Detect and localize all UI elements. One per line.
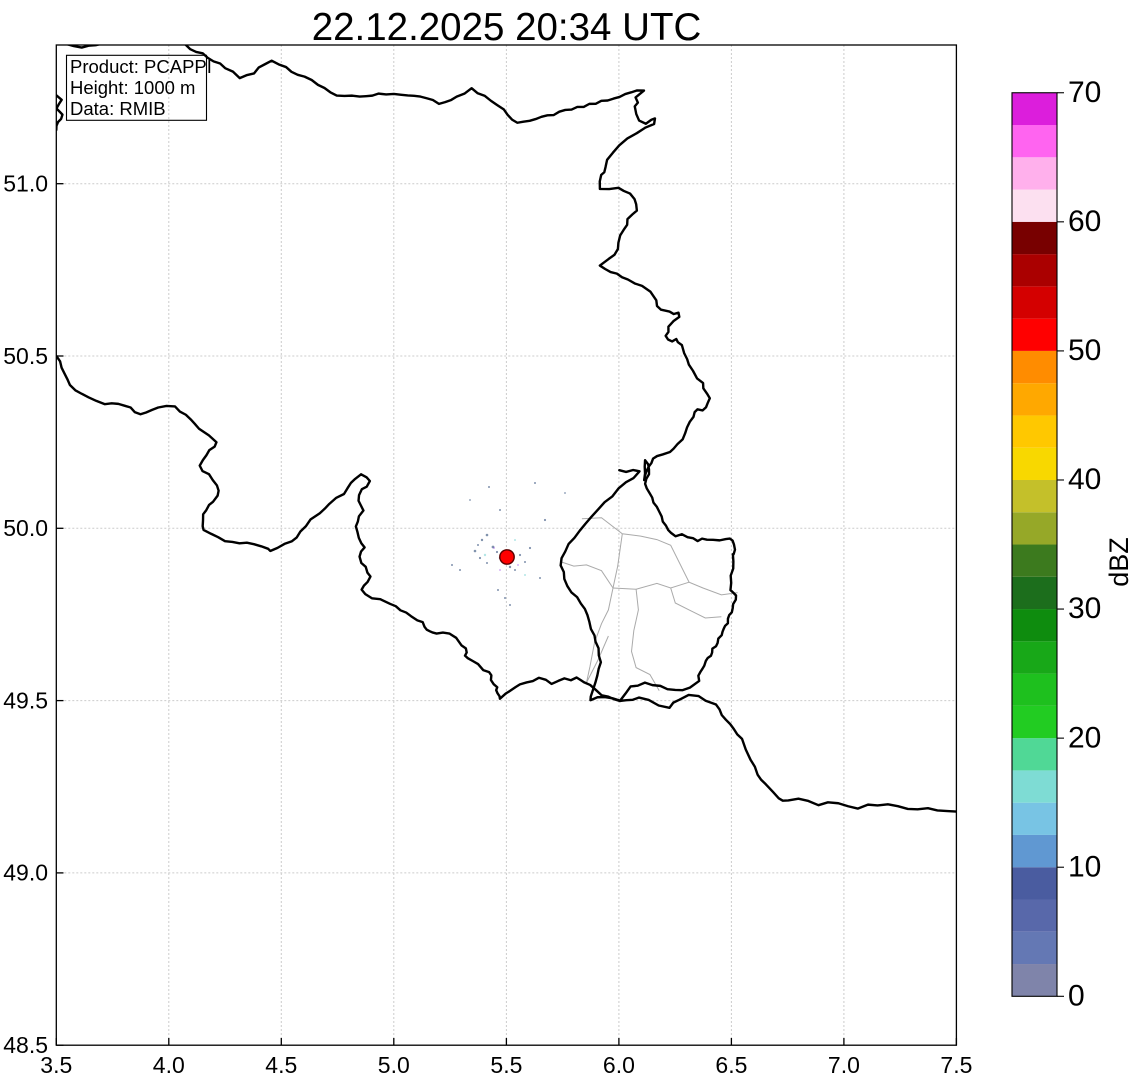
svg-text:Data: RMIB: Data: RMIB — [70, 98, 166, 119]
svg-text:4.0: 4.0 — [153, 1052, 185, 1078]
svg-text:7.0: 7.0 — [828, 1052, 860, 1078]
svg-text:51.0: 51.0 — [3, 171, 48, 197]
svg-text:dBZ: dBZ — [1104, 537, 1134, 587]
svg-text:60: 60 — [1068, 205, 1101, 238]
svg-text:6.0: 6.0 — [603, 1052, 635, 1078]
svg-text:Height: 1000 m: Height: 1000 m — [70, 77, 195, 98]
svg-text:50: 50 — [1068, 334, 1101, 367]
svg-text:5.5: 5.5 — [490, 1052, 522, 1078]
svg-text:4.5: 4.5 — [265, 1052, 297, 1078]
svg-text:50.5: 50.5 — [3, 343, 48, 369]
svg-text:5.0: 5.0 — [378, 1052, 410, 1078]
svg-text:Product: PCAPPI: Product: PCAPPI — [70, 56, 212, 77]
svg-text:40: 40 — [1068, 463, 1101, 496]
svg-text:7.5: 7.5 — [940, 1052, 972, 1078]
svg-text:49.0: 49.0 — [3, 860, 48, 886]
svg-text:49.5: 49.5 — [3, 687, 48, 713]
svg-text:6.5: 6.5 — [715, 1052, 747, 1078]
svg-text:20: 20 — [1068, 721, 1101, 754]
svg-text:48.5: 48.5 — [3, 1032, 48, 1058]
svg-text:70: 70 — [1068, 76, 1101, 109]
svg-text:0: 0 — [1068, 980, 1085, 1013]
svg-text:30: 30 — [1068, 592, 1101, 625]
svg-text:10: 10 — [1068, 850, 1101, 883]
svg-text:50.0: 50.0 — [3, 515, 48, 541]
